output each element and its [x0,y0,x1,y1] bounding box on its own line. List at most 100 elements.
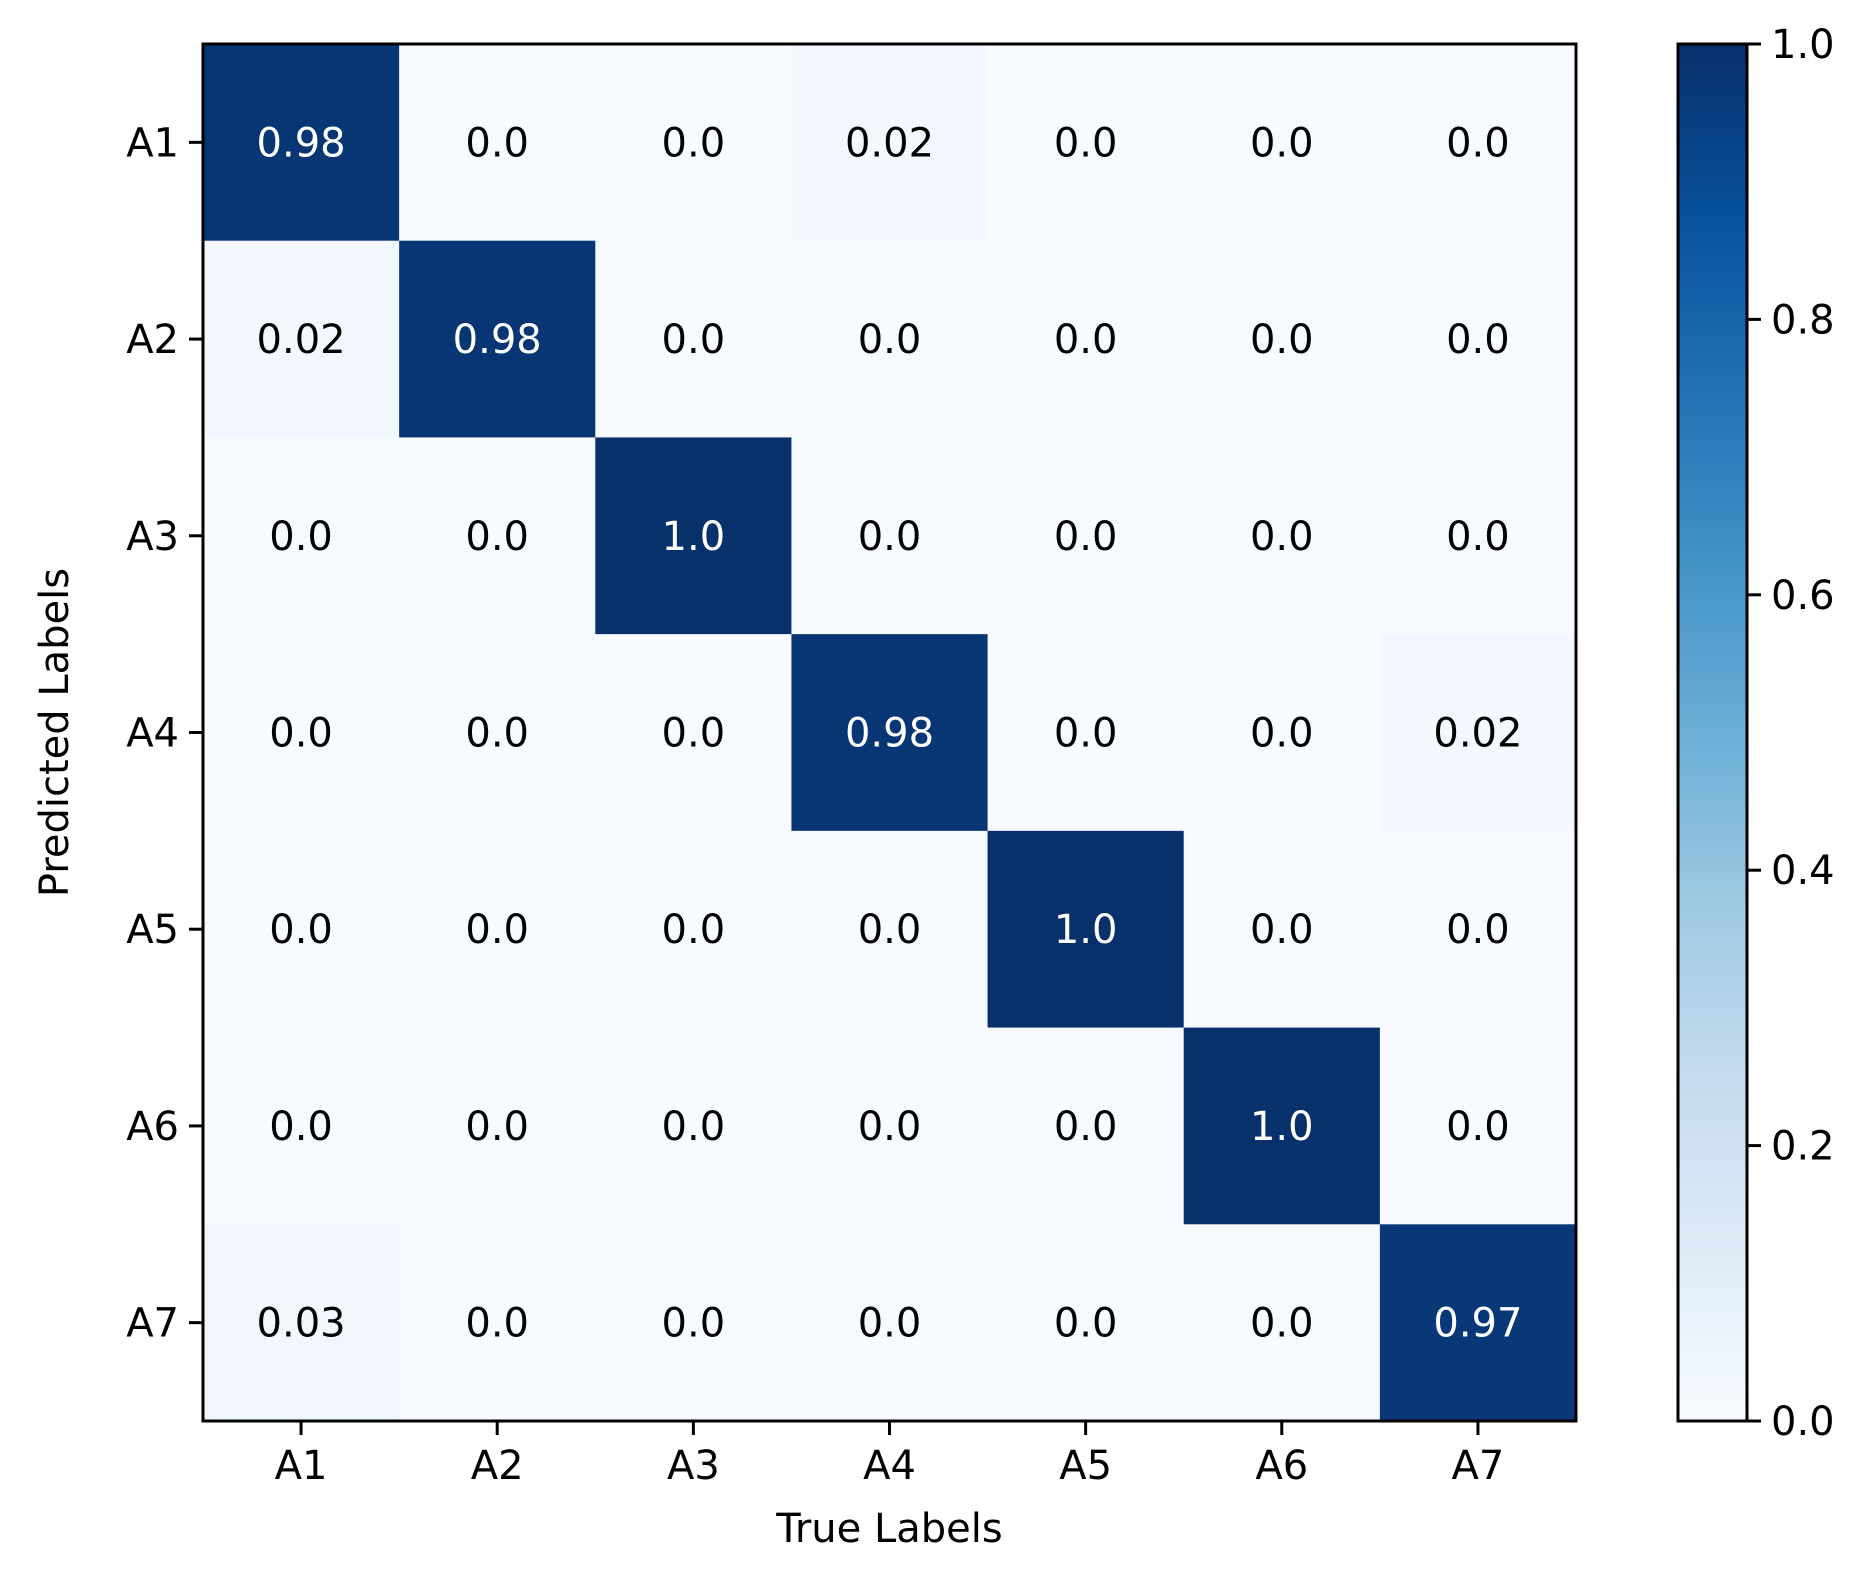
cell-value-label: 0.0 [1250,514,1314,560]
heatmap-cell-r1-c1 [203,44,400,242]
cell-value-label: 0.02 [845,120,934,166]
colorbar-tick-label: 0.2 [1771,1124,1835,1170]
heatmap-cell-r7-c7 [1379,1224,1577,1422]
heatmap-cell-r6-c5 [987,1027,1185,1225]
cell-value-label: 0.0 [662,1301,726,1347]
heatmap-cell-r1-c6 [1183,44,1381,242]
colorbar-tick-label: 0.8 [1771,297,1835,343]
heatmap-cell-r2-c2 [399,240,596,439]
cell-value-label: 0.0 [269,907,333,953]
cell-value-label: 0.0 [1054,514,1118,560]
cell-value-label: 0.0 [465,1104,529,1150]
colorbar-tick-label: 1.0 [1771,22,1835,68]
x-tick-label: A1 [275,1443,328,1489]
cell-value-label: 0.0 [662,711,726,757]
y-tick-label: A2 [126,317,179,363]
cell-value-label: 0.0 [465,907,529,953]
heatmap-cell-r1-c2 [399,44,596,242]
heatmap-cell-r6-c2 [399,1027,596,1225]
heatmap-cells [203,44,1577,1422]
heatmap-cell-r4-c1 [203,634,400,832]
heatmap-cell-r4-c5 [987,634,1185,832]
heatmap-cell-r6-c6 [1183,1027,1381,1225]
heatmap-cell-r2-c6 [1183,240,1381,439]
cell-value-label: 0.02 [257,317,346,363]
cell-value-label: 0.97 [1433,1301,1522,1347]
heatmap-cell-r3-c5 [987,437,1185,635]
heatmap-cell-labels: 0.98 0.0 0.0 0.02 0.0 0.0 0.0 0.02 0.98 0.0 0.0 0.0… [257,120,1523,1346]
y-axis-label: Predicted Labels [32,568,78,897]
cell-value-label: 0.0 [662,317,726,363]
colorbar-tick-label: 0.0 [1771,1399,1835,1445]
heatmap-cell-r1-c3 [595,44,793,242]
cell-value-label: 0.0 [1054,1104,1118,1150]
heatmap-cell-r4-c6 [1183,634,1381,832]
heatmap-cell-r2-c5 [987,240,1185,439]
cell-value-label: 0.0 [1054,120,1118,166]
heatmap-cell-r7-c3 [595,1224,793,1422]
y-tick-label: A5 [126,907,179,953]
x-tick-label: A7 [1452,1443,1505,1489]
cell-value-label: 0.0 [1446,514,1510,560]
heatmap-cell-r5-c2 [399,830,596,1029]
heatmap-cell-r2-c7 [1379,240,1577,439]
heatmap-cell-r7-c1 [203,1224,400,1422]
heatmap-cell-r4-c4 [791,634,989,832]
heatmap-cell-r5-c5 [987,830,1185,1029]
cell-value-label: 0.0 [465,1301,529,1347]
heatmap-cell-r2-c4 [791,240,989,439]
y-tick-label: A1 [126,120,179,166]
colorbar-frame [1676,42,1749,1423]
heatmap-cell-r2-c3 [595,240,793,439]
cell-value-label: 0.0 [269,514,333,560]
cell-value-label: 0.0 [1250,711,1314,757]
heatmap-cell-r6-c4 [791,1027,989,1225]
cell-value-label: 0.0 [1054,1301,1118,1347]
colorbar-ticks: 0.0 0.2 0.4 0.6 0.8 1.0 [1747,22,1835,1445]
cell-value-label: 1.0 [1250,1104,1314,1150]
cell-value-label: 0.0 [858,514,922,560]
cell-value-label: 0.0 [465,120,529,166]
cell-value-label: 0.0 [662,907,726,953]
x-axis-label: True Labels [775,1506,1002,1552]
heatmap-cell-r6-c7 [1379,1027,1577,1225]
y-tick-label: A6 [126,1104,179,1150]
heatmap-cell-r1-c4 [791,44,989,242]
y-tick-label: A4 [126,711,179,757]
y-tick-label: A3 [126,514,179,560]
y-axis: A1 A2 A3 A4 A5 A6 A7 [126,120,203,1347]
cell-value-label: 0.98 [453,317,542,363]
heatmap-cell-r3-c2 [399,437,596,635]
x-tick-label: A4 [863,1443,916,1489]
heatmap-cell-r4-c2 [399,634,596,832]
heatmap-cell-r5-c7 [1379,830,1577,1029]
cell-value-label: 0.0 [1250,1301,1314,1347]
y-tick-label: A7 [126,1301,179,1347]
cell-value-label: 0.0 [1446,907,1510,953]
cell-value-label: 0.0 [858,317,922,363]
x-tick-label: A2 [471,1443,524,1489]
heatmap-cell-r7-c2 [399,1224,596,1422]
cell-value-label: 0.0 [1446,1104,1510,1150]
cell-value-label: 0.0 [1250,120,1314,166]
colorbar-tick-label: 0.6 [1771,573,1835,619]
cell-value-label: 0.0 [1250,317,1314,363]
heatmap-cell-r4-c7 [1379,634,1577,832]
cell-value-label: 0.98 [845,711,934,757]
heatmap-cell-r5-c4 [791,830,989,1029]
heatmap-cell-r3-c1 [203,437,400,635]
cell-value-label: 0.0 [269,711,333,757]
cell-value-label: 0.0 [1054,317,1118,363]
cell-value-label: 0.0 [1054,711,1118,757]
heatmap-cell-r3-c3 [595,437,793,635]
cell-value-label: 0.0 [1446,120,1510,166]
cell-value-label: 0.0 [1250,907,1314,953]
heatmap-cell-r3-c4 [791,437,989,635]
heatmap-cell-r2-c1 [203,240,400,439]
heatmap-cell-r5-c3 [595,830,793,1029]
cell-value-label: 0.0 [465,514,529,560]
cell-value-label: 0.0 [1446,317,1510,363]
heatmap-cell-r1-c5 [987,44,1185,242]
heatmap-cell-r4-c3 [595,634,793,832]
